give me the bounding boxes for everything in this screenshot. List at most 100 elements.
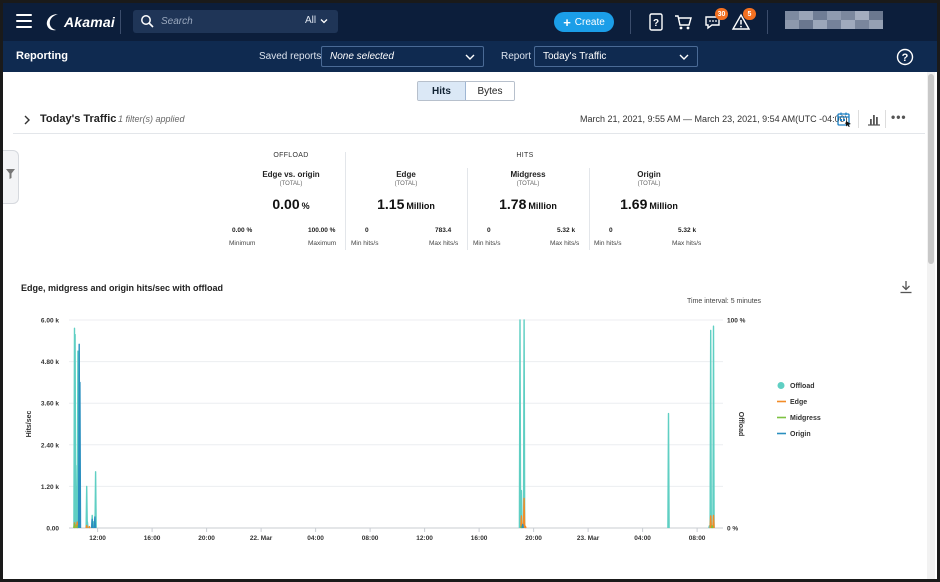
reporting-bar: Reporting Saved reports None selected Re… — [3, 41, 937, 72]
search-icon — [141, 15, 154, 28]
filters-applied-text[interactable]: 1 filter(s) applied — [118, 114, 185, 124]
help-circle-icon[interactable]: ? — [896, 48, 914, 66]
hamburger-menu-icon[interactable] — [16, 14, 32, 28]
x-tick-label: 20:00 — [198, 535, 215, 542]
search-box[interactable]: All — [133, 10, 338, 33]
report-title: Today's Traffic — [40, 113, 117, 125]
y-tick-label: 4.80 k — [41, 359, 59, 366]
alerts-button[interactable]: 5 — [731, 8, 756, 32]
header-separator — [885, 110, 886, 128]
metric-value: 1.78 Million — [499, 196, 557, 212]
chevron-down-icon — [465, 54, 475, 60]
y-tick-label: 2.40 k — [41, 442, 59, 449]
search-input[interactable] — [161, 14, 291, 29]
search-scope-dropdown[interactable]: All — [305, 15, 328, 26]
metric-subtitle: (TOTAL) — [637, 181, 661, 187]
akamai-logo[interactable]: Akamai — [45, 10, 115, 34]
x-tick-label: 20:00 — [525, 535, 542, 542]
series-line-offload — [73, 319, 715, 529]
alert-icon — [731, 13, 751, 30]
akamai-swoosh-icon — [46, 14, 58, 31]
x-tick-label: 04:00 — [634, 535, 651, 542]
y2-tick-label: 0 % — [727, 526, 738, 533]
metric-name: Origin — [637, 170, 661, 179]
metric-subtitle: (TOTAL) — [516, 181, 540, 187]
bar-chart-icon[interactable] — [867, 112, 881, 126]
report-content: Hits Bytes Today's Traffic 1 filter(s) a… — [3, 72, 937, 579]
metric-min-value: 0.00 % — [232, 227, 253, 234]
plus-icon: + — [563, 14, 571, 30]
scrollbar-thumb[interactable] — [928, 74, 934, 264]
metric-name: Edge vs. origin — [262, 170, 320, 179]
reporting-title: Reporting — [16, 50, 68, 62]
metric-max-value: 783.4 — [435, 227, 452, 234]
metric-max-value: 100.00 % — [308, 227, 336, 234]
metric-max-label: Max hits/s — [672, 240, 702, 247]
metric-value: 0.00% — [272, 196, 310, 212]
metric-min-label: Minimum — [229, 240, 256, 247]
y-tick-label: 6.00 k — [41, 318, 59, 325]
metric-edge: Edge (TOTAL) 1.15 Million — [346, 170, 466, 212]
saved-reports-value: None selected — [330, 51, 394, 62]
x-tick-label: 23. Mar — [577, 535, 600, 542]
metric-origin: Origin (TOTAL) 1.69 Million — [589, 170, 709, 212]
metric-name: Edge — [396, 170, 416, 179]
header-separator — [858, 110, 859, 128]
metric-min-label: Min hits/s — [594, 240, 622, 247]
cart-icon[interactable] — [673, 12, 693, 32]
user-account-menu[interactable] — [785, 9, 885, 33]
metric-min-value: 0 — [609, 227, 613, 234]
x-tick-label: 12:00 — [416, 535, 433, 542]
metric-max-value: 5.32 k — [557, 227, 576, 234]
report-dropdown[interactable]: Today's Traffic — [534, 46, 698, 67]
x-tick-label: 16:00 — [471, 535, 488, 542]
metric-name: Midgress — [510, 170, 546, 179]
x-tick-label: 08:00 — [362, 535, 379, 542]
x-tick-label: 08:00 — [689, 535, 706, 542]
download-icon[interactable] — [899, 280, 913, 294]
y-tick-label: 3.60 k — [41, 401, 59, 408]
hits-section-label: HITS — [516, 152, 534, 159]
chart-title: Edge, midgress and origin hits/sec with … — [21, 283, 224, 293]
metric-max-label: Max hits/s — [429, 240, 459, 247]
help-document-icon[interactable]: ? — [646, 12, 666, 32]
metric-min-value: 0 — [487, 227, 491, 234]
vertical-scrollbar[interactable] — [927, 72, 935, 579]
chevron-down-icon — [320, 18, 328, 23]
create-label: Create — [574, 16, 605, 28]
date-range-text: March 21, 2021, 9:55 AM — March 23, 2021… — [580, 114, 848, 124]
report-value: Today's Traffic — [543, 51, 607, 62]
search-scope-label: All — [305, 15, 317, 26]
bytes-toggle-button[interactable]: Bytes — [466, 82, 514, 100]
chat-button[interactable]: 30 — [703, 8, 728, 32]
x-tick-label: 16:00 — [144, 535, 161, 542]
y2-axis-title: Offload — [737, 412, 744, 437]
metric-divider — [467, 168, 468, 250]
filter-funnel-icon — [6, 169, 15, 179]
x-tick-label: 12:00 — [89, 535, 106, 542]
filter-panel-tab[interactable] — [3, 150, 19, 204]
x-tick-label: 22. Mar — [250, 535, 273, 542]
svg-text:?: ? — [653, 18, 659, 29]
create-button[interactable]: + Create — [554, 12, 614, 32]
metric-min-label: Min hits/s — [351, 240, 379, 247]
series-line-edge — [73, 497, 715, 529]
hits-toggle-button[interactable]: Hits — [418, 82, 466, 100]
chevron-right-icon[interactable] — [23, 115, 31, 125]
metric-min-value: 0 — [365, 227, 369, 234]
nav-divider — [120, 10, 121, 34]
metric-subtitle: (TOTAL) — [394, 181, 418, 187]
legend-label-origin: Origin — [790, 431, 811, 438]
legend-marker-offload — [777, 382, 785, 389]
calendar-icon[interactable] — [836, 111, 852, 127]
chat-badge: 30 — [715, 8, 728, 20]
saved-reports-dropdown[interactable]: None selected — [321, 46, 484, 67]
metric-max-label: Maximum — [308, 240, 337, 247]
saved-reports-label: Saved reports — [259, 51, 322, 62]
time-interval-text: Time interval: 5 minutes — [687, 298, 762, 305]
metric-max-label: Max hits/s — [550, 240, 580, 247]
top-navigation-bar: Akamai All + Create ? — [3, 3, 937, 41]
more-options-icon[interactable]: ••• — [891, 110, 907, 124]
divider — [13, 133, 925, 134]
legend-label-edge: Edge — [790, 399, 807, 406]
